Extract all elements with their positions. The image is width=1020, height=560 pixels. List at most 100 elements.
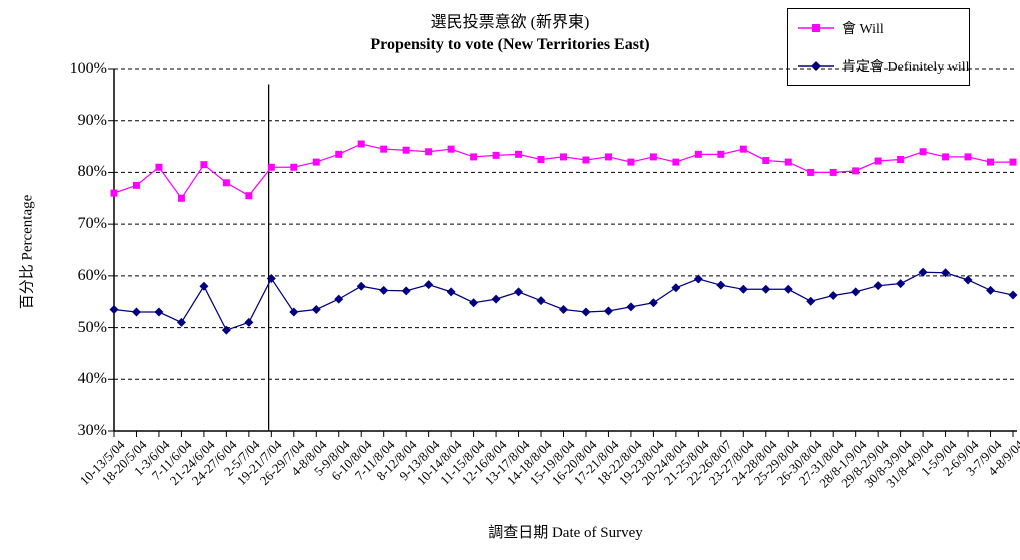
chart-title-zh: 選民投票意欲 (新界東): [430, 14, 590, 31]
y-tick-label: 30%: [77, 422, 107, 439]
definitely-will-data-point: [559, 304, 568, 314]
definitely-will-data-point: [266, 273, 276, 283]
definitely-will-data-point: [1008, 290, 1018, 300]
legend-label-will: 會 Will: [842, 22, 884, 37]
y-tick-label: 40%: [77, 370, 107, 388]
will-data-point: [290, 163, 298, 171]
will-data-point: [312, 158, 320, 166]
legend: 會 Will 肯定會 Definitely will: [787, 8, 970, 86]
will-data-point: [649, 153, 657, 161]
will-data-point: [987, 158, 995, 166]
will-series-swatch-icon: [798, 24, 834, 32]
will-data-point: [852, 167, 860, 175]
will-data-point: [110, 189, 118, 197]
will-data-point: [515, 150, 523, 158]
will-data-point: [874, 157, 882, 165]
will-data-point: [897, 156, 905, 163]
will-data-point: [492, 151, 500, 159]
definitely-will-data-point: [244, 317, 254, 327]
y-tick-label: 60%: [77, 266, 107, 284]
definitely-will-data-point: [536, 296, 546, 306]
y-axis-title: 百分比 Percentage: [19, 194, 36, 310]
definitely-will-data-point: [738, 284, 748, 294]
will-data-point: [447, 145, 455, 153]
will-data-point: [582, 156, 590, 164]
will-data-point: [604, 153, 612, 161]
definitely-will-data-point: [671, 283, 681, 293]
definitely-will-data-point: [626, 302, 636, 312]
definitely-will-data-point: [693, 274, 703, 284]
will-data-point: [739, 145, 747, 153]
definitely-will-data-point: [918, 267, 928, 277]
will-data-point: [942, 153, 950, 161]
will-data-point: [807, 168, 815, 176]
will-data-point: [267, 163, 275, 171]
definitely-will-data-point: [356, 281, 366, 291]
will-data-point: [222, 179, 230, 187]
will-data-point: [132, 181, 140, 189]
will-data-point: [560, 153, 567, 161]
x-axis-title: 調查日期 Date of Survey: [488, 525, 643, 541]
will-data-point: [155, 163, 163, 171]
definitely-will-data-point: [221, 325, 231, 335]
definitely-will-data-point: [603, 306, 613, 316]
will-series-line: [113, 143, 1013, 200]
will-data-point: [357, 140, 365, 148]
will-data-point: [380, 145, 388, 153]
definitely-will-data-point: [311, 304, 321, 314]
will-data-point: [537, 156, 545, 163]
will-data-point: [627, 158, 635, 166]
y-tick-label: 80%: [77, 163, 107, 181]
definitely-will-data-point: [379, 285, 389, 295]
definitely-will-data-point: [761, 284, 771, 294]
definitely-will-data-point: [873, 281, 883, 291]
definitely-will-data-point: [131, 307, 141, 317]
chart-title: 選民投票意欲 (新界東) Propensity to vote (New Ter…: [0, 12, 1020, 55]
legend-label-definitely-will: 肯定會 Definitely will: [842, 60, 970, 75]
will-data-point: [200, 161, 208, 169]
definitely-will-data-point: [986, 285, 996, 295]
definitely-will-data-point: [199, 281, 209, 291]
definitely-will-data-point: [963, 275, 973, 285]
definitely-will-series-swatch-icon: [798, 61, 834, 71]
will-data-point: [335, 150, 343, 158]
definitely-will-data-point: [446, 287, 456, 297]
will-data-point: [762, 157, 770, 165]
will-data-point: [784, 158, 792, 166]
definitely-will-data-point: [828, 291, 838, 301]
definitely-will-data-point: [289, 307, 299, 317]
will-data-point: [964, 153, 972, 161]
definitely-will-data-point: [514, 287, 524, 297]
definitely-will-data-point: [851, 287, 861, 297]
definitely-will-data-point: [581, 307, 591, 317]
definitely-will-data-point: [109, 304, 119, 314]
definitely-will-data-point: [469, 298, 479, 308]
y-tick-label: 70%: [77, 215, 107, 233]
definitely-will-data-point: [716, 280, 726, 290]
definitely-will-data-point: [176, 317, 186, 327]
will-data-point: [1009, 158, 1017, 166]
definitely-will-data-point: [424, 280, 434, 290]
definitely-will-data-point: [806, 296, 816, 306]
will-data-point: [402, 146, 410, 154]
will-data-point: [717, 150, 725, 158]
definitely-will-data-point: [648, 298, 658, 308]
y-tick-label: 50%: [77, 318, 107, 336]
definitely-will-data-point: [334, 294, 344, 304]
will-data-point: [829, 168, 837, 176]
will-data-point: [425, 148, 433, 156]
legend-item-will: 會 Will: [797, 18, 969, 38]
will-data-point: [694, 150, 702, 158]
will-data-point: [919, 148, 927, 156]
legend-item-definitely-will: 肯定會 Definitely will: [797, 56, 970, 76]
definitely-will-data-point: [783, 284, 793, 294]
will-data-point: [470, 153, 478, 161]
chart-title-en: Propensity to vote (New Territories East…: [370, 35, 650, 53]
y-tick-label: 90%: [77, 111, 107, 129]
definitely-will-data-point: [941, 268, 951, 278]
will-data-point: [672, 158, 680, 166]
definitely-will-data-point: [154, 307, 164, 317]
y-tick-label: 100%: [69, 60, 107, 77]
